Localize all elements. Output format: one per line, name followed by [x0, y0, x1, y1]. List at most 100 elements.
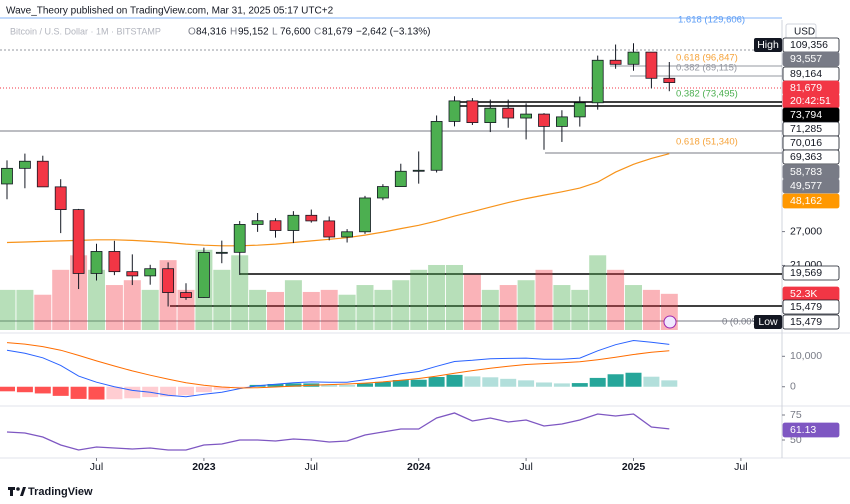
tag-box [782, 265, 840, 281]
footer-brand: TradingView [28, 486, 93, 498]
volume-bar [589, 255, 607, 330]
macd-histogram [500, 378, 517, 387]
tag-label: 61.13 [790, 424, 816, 436]
candle-body [144, 268, 157, 277]
candle-body [305, 214, 318, 222]
volume-bar [356, 285, 374, 330]
volume-bar [625, 285, 642, 330]
candle-body [36, 160, 49, 188]
candle-body [197, 252, 210, 298]
candle-body [502, 107, 515, 119]
volume-bar [70, 255, 88, 330]
volume-bar [428, 264, 446, 330]
macd-histogram [195, 386, 212, 393]
y-tick-label: 50 [790, 434, 802, 446]
volume-bar [123, 280, 141, 330]
volume-bar [213, 269, 231, 330]
y-tick-label: 27,000 [790, 225, 822, 237]
macd-histogram [357, 383, 373, 387]
candle-body [394, 170, 407, 187]
fib-label: 0.618 (96,847) [676, 53, 738, 64]
candle-body [215, 251, 228, 254]
volume-bar [231, 255, 249, 330]
volume-bar [105, 285, 123, 330]
fib-label: 0 (0.00%) [722, 317, 763, 328]
candle-body [54, 186, 67, 211]
volume-bar [642, 289, 660, 330]
candle-body [609, 59, 622, 65]
tag-box [782, 193, 840, 209]
volume-bar [535, 269, 553, 330]
tag-label: 48,162 [790, 195, 822, 207]
volume-bar [52, 269, 70, 330]
event-icon[interactable] [663, 315, 677, 329]
candle-body [180, 292, 192, 298]
macd-histogram [518, 380, 535, 387]
x-tick-label: Jul [734, 461, 747, 473]
candle-body [430, 121, 443, 171]
tag-prefix-box [754, 315, 782, 329]
macd-histogram [106, 386, 123, 400]
tag-box [782, 299, 840, 315]
y-tick-label: 10,000 [790, 350, 822, 362]
macd-histogram [52, 386, 69, 396]
volume-bar [446, 264, 463, 330]
tag-box [782, 422, 840, 438]
legend-value: 84,316 [196, 27, 227, 38]
rsi-line [6, 412, 670, 451]
candle-body [126, 271, 139, 277]
tag-label: 15,479 [790, 316, 822, 328]
candle-body [1, 167, 13, 185]
legend-key: O [188, 27, 196, 38]
legend-key: L [272, 27, 278, 38]
logo-mark [20, 487, 26, 496]
candle-body [251, 220, 264, 225]
macd-histogram [536, 382, 552, 387]
volume-bar [267, 291, 284, 330]
tag-label: 58,783 [790, 166, 822, 178]
macd-histogram [285, 383, 302, 387]
tag-label: 93,557 [790, 53, 822, 65]
logo-mark [16, 487, 20, 491]
y-tick-label: 75 [790, 409, 802, 421]
macd-histogram [553, 383, 570, 387]
tag-label: 71,285 [790, 123, 822, 135]
candle-body [287, 214, 300, 231]
fib-label: 0.618 (51,340) [676, 137, 738, 148]
tag-label: 52.3K [790, 288, 817, 300]
tag-box [782, 149, 840, 165]
macd-histogram [0, 386, 15, 392]
macd-histogram [339, 384, 356, 387]
volume-bar [517, 280, 535, 330]
macd-histogram [231, 386, 248, 388]
tag-label: 69,363 [790, 151, 822, 163]
tag-label: 19,569 [790, 267, 822, 279]
macd-line [6, 339, 670, 398]
macd-histogram [321, 384, 338, 387]
volume-bar [320, 289, 338, 330]
volume-bar [481, 289, 499, 330]
legend-key: H [230, 27, 237, 38]
macd-histogram [213, 386, 230, 390]
macd-histogram [124, 386, 141, 399]
macd-histogram [428, 377, 445, 387]
candle-body [108, 251, 121, 273]
tag-prefix: High [757, 39, 779, 51]
macd-histogram [16, 386, 33, 393]
volume-bar [16, 289, 34, 330]
macd-histogram [625, 372, 642, 387]
macd-histogram [88, 386, 105, 400]
publisher: Wave_Theory published on TradingView.com… [6, 6, 334, 17]
currency: USD [794, 27, 815, 38]
volume-bar [0, 289, 16, 330]
candle-body [412, 169, 425, 172]
moving-average [6, 153, 670, 247]
legend-change: −2,642 (−3.13%) [356, 27, 431, 38]
macd-histogram [267, 384, 284, 387]
candle-body [341, 231, 354, 238]
volume-bar [88, 269, 105, 330]
macd-histogram [482, 377, 499, 387]
x-tick-label: Jul [90, 461, 103, 473]
